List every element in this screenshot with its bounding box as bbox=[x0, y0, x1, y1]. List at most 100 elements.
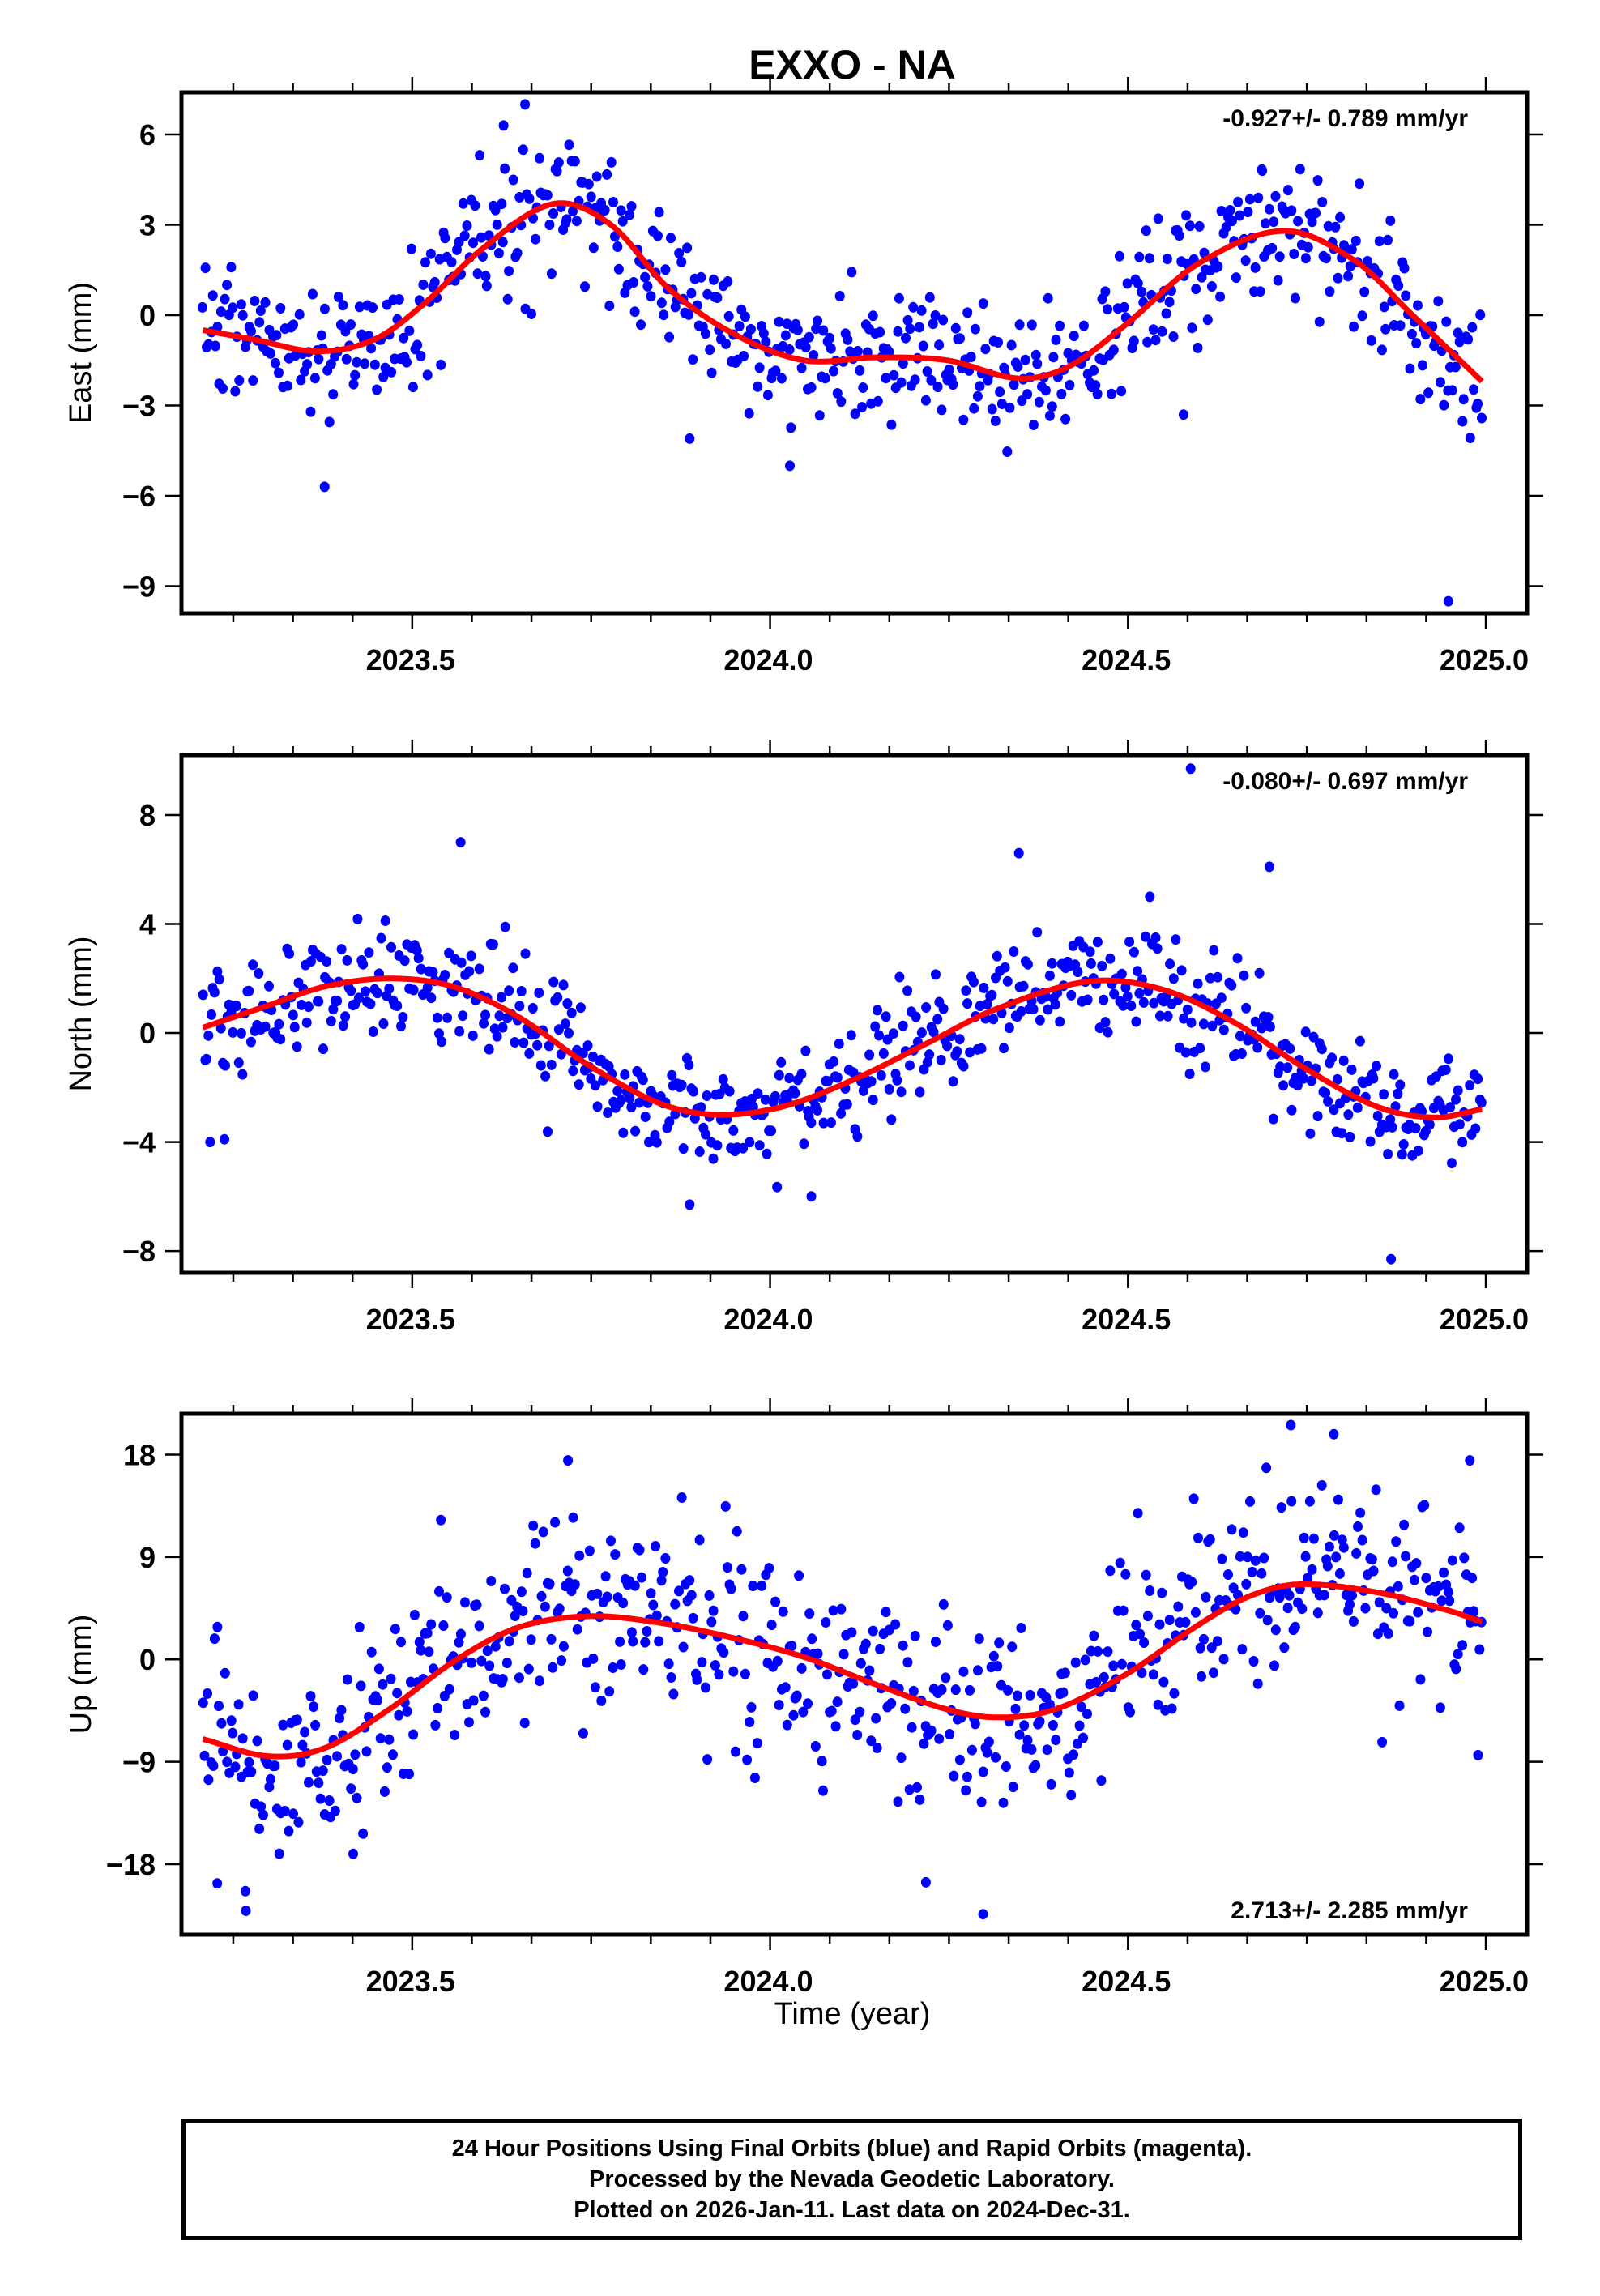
data-point bbox=[742, 1754, 753, 1765]
data-point bbox=[406, 243, 416, 254]
data-point bbox=[1020, 354, 1030, 365]
data-point bbox=[275, 1034, 286, 1045]
data-point bbox=[921, 1002, 932, 1013]
data-point bbox=[293, 1816, 304, 1828]
data-point bbox=[305, 406, 316, 417]
data-point bbox=[220, 293, 230, 305]
data-point bbox=[378, 371, 389, 382]
data-point bbox=[1169, 1688, 1180, 1699]
data-point bbox=[274, 1018, 284, 1030]
data-point bbox=[694, 1146, 705, 1157]
data-point bbox=[1198, 1018, 1209, 1030]
data-point bbox=[1200, 1061, 1210, 1073]
data-point bbox=[780, 330, 791, 341]
data-point bbox=[1074, 1720, 1085, 1731]
outlier-point bbox=[498, 120, 509, 131]
data-point bbox=[226, 1715, 237, 1726]
data-point bbox=[850, 408, 860, 420]
data-point bbox=[983, 1736, 994, 1748]
data-point bbox=[860, 1638, 871, 1649]
data-point bbox=[1325, 286, 1335, 297]
data-point bbox=[772, 1655, 783, 1667]
y-tick-label: 8 bbox=[139, 799, 156, 832]
data-point bbox=[1108, 344, 1119, 356]
data-point bbox=[444, 947, 454, 958]
data-point bbox=[215, 1022, 226, 1034]
data-point bbox=[386, 1673, 396, 1684]
data-point bbox=[428, 967, 438, 978]
data-point bbox=[1333, 1494, 1343, 1505]
data-point bbox=[1082, 994, 1093, 1005]
data-point bbox=[992, 950, 1002, 962]
data-point bbox=[886, 1114, 897, 1125]
data-point bbox=[838, 1649, 849, 1660]
data-point bbox=[604, 301, 615, 311]
data-point bbox=[1133, 1508, 1143, 1519]
data-point bbox=[404, 325, 415, 336]
footer-line-orbits: 24 Hour Positions Using Final Orbits (bl… bbox=[451, 2136, 1252, 2162]
data-point bbox=[1417, 360, 1427, 371]
data-point bbox=[931, 969, 941, 980]
data-point bbox=[1347, 1590, 1357, 1601]
data-point bbox=[1447, 385, 1457, 396]
data-point bbox=[1453, 327, 1463, 339]
data-point bbox=[1447, 1555, 1457, 1566]
data-point bbox=[1013, 361, 1023, 372]
x-tick-label: 2024.0 bbox=[723, 1965, 813, 1998]
data-point bbox=[207, 290, 218, 301]
panel-up: 2023.5 2024.0 2024.5 2025.0 18 9 0 −9 −18 Up (mm)… bbox=[64, 1398, 1543, 1998]
scatter-points-east bbox=[197, 99, 1487, 607]
data-point bbox=[1124, 937, 1135, 947]
data-point bbox=[1207, 1020, 1218, 1031]
data-point bbox=[346, 319, 356, 331]
data-point bbox=[1423, 1626, 1432, 1637]
data-point bbox=[625, 1092, 635, 1103]
data-point bbox=[902, 314, 913, 326]
data-point bbox=[1131, 1620, 1141, 1631]
data-point bbox=[855, 1658, 866, 1669]
data-point bbox=[900, 1703, 911, 1714]
data-point bbox=[1205, 972, 1215, 984]
data-point bbox=[1300, 1026, 1311, 1038]
data-point bbox=[738, 1142, 749, 1154]
data-point bbox=[1244, 194, 1255, 205]
data-point bbox=[1321, 1087, 1331, 1099]
data-point bbox=[523, 1663, 534, 1675]
data-point bbox=[309, 1701, 318, 1713]
data-point bbox=[766, 1125, 776, 1137]
data-point bbox=[818, 1117, 829, 1129]
data-point bbox=[818, 325, 829, 336]
data-point bbox=[1307, 1564, 1317, 1575]
data-point bbox=[825, 332, 835, 344]
data-point bbox=[354, 992, 364, 1004]
data-point bbox=[728, 1666, 739, 1677]
data-point bbox=[770, 1090, 780, 1102]
data-point bbox=[352, 913, 363, 924]
data-point bbox=[1278, 1080, 1289, 1091]
data-point bbox=[396, 1021, 406, 1032]
data-point bbox=[600, 1571, 611, 1582]
data-point bbox=[857, 402, 867, 413]
data-point bbox=[1008, 1782, 1018, 1793]
data-point bbox=[1263, 1012, 1274, 1022]
data-point bbox=[692, 1674, 702, 1685]
data-point bbox=[1003, 1684, 1013, 1696]
data-point bbox=[626, 1627, 637, 1638]
data-point bbox=[926, 1725, 937, 1736]
data-point bbox=[422, 1628, 433, 1639]
data-point bbox=[726, 1583, 736, 1594]
data-point bbox=[745, 1137, 755, 1148]
data-point bbox=[1380, 323, 1391, 335]
data-point bbox=[945, 1729, 955, 1739]
data-point bbox=[790, 1087, 800, 1099]
data-point bbox=[612, 1086, 623, 1097]
data-point bbox=[578, 1048, 588, 1059]
data-point bbox=[233, 1057, 244, 1069]
data-point bbox=[1444, 1595, 1455, 1607]
data-point bbox=[1259, 1552, 1269, 1564]
data-point bbox=[976, 1796, 987, 1807]
data-point bbox=[1415, 1674, 1426, 1685]
data-point bbox=[798, 1706, 809, 1718]
data-point bbox=[248, 959, 258, 971]
data-point bbox=[392, 1001, 403, 1011]
